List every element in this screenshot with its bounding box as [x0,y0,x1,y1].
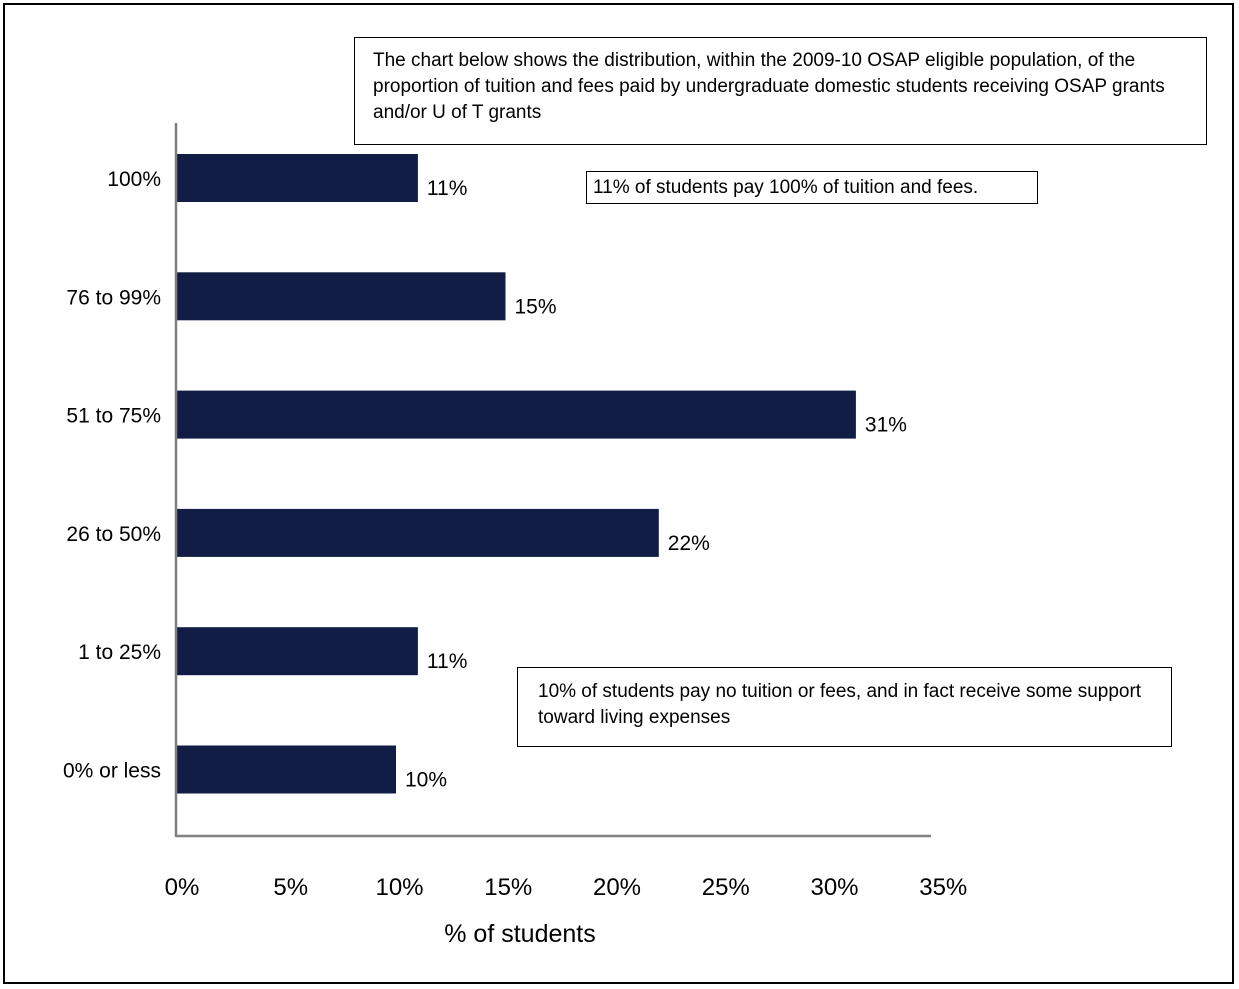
x-tick-label-3: 15% [484,874,532,901]
x-tick-labels: 0% 5% 10% 15% 20% 25% 30% 35% [165,874,968,901]
data-label-4: 11% [427,650,467,673]
labels-layer: 100% 11% 76 to 99% 15% 51 to 75% 31% 26 to 50%… [63,168,907,792]
bar-1 [177,272,506,321]
bar-0 [177,154,418,202]
bars-layer [177,154,856,794]
x-tick-label-7: 35% [919,874,967,901]
category-label-0: 100% [107,168,161,191]
x-tick-label-5: 25% [702,874,750,901]
description-note: The chart below shows the distribution, … [354,37,1207,145]
category-label-1: 76 to 99% [66,286,161,309]
bar-4 [177,627,418,676]
data-label-0: 11% [427,177,467,200]
top-bar-annotation: 11% of students pay 100% of tuition and … [586,171,1038,204]
category-label-3: 26 to 50% [66,523,161,546]
category-label-4: 1 to 25% [78,641,161,664]
category-label-2: 51 to 75% [66,405,161,428]
data-label-5: 10% [405,769,447,792]
data-label-3: 22% [668,532,710,555]
x-tick-label-2: 10% [375,874,423,901]
data-label-2: 31% [865,414,907,437]
x-tick-label-4: 20% [593,874,641,901]
bar-5 [177,745,396,794]
category-label-5: 0% or less [63,760,161,783]
x-axis-title: % of students [444,920,595,948]
x-tick-label-1: 5% [273,874,308,901]
bottom-bar-annotation: 10% of students pay no tuition or fees, … [517,667,1172,747]
x-tick-label-6: 30% [810,874,858,901]
x-tick-label-0: 0% [165,874,200,901]
data-label-1: 15% [515,295,557,318]
bar-3 [177,508,659,557]
bar-2 [177,390,856,439]
